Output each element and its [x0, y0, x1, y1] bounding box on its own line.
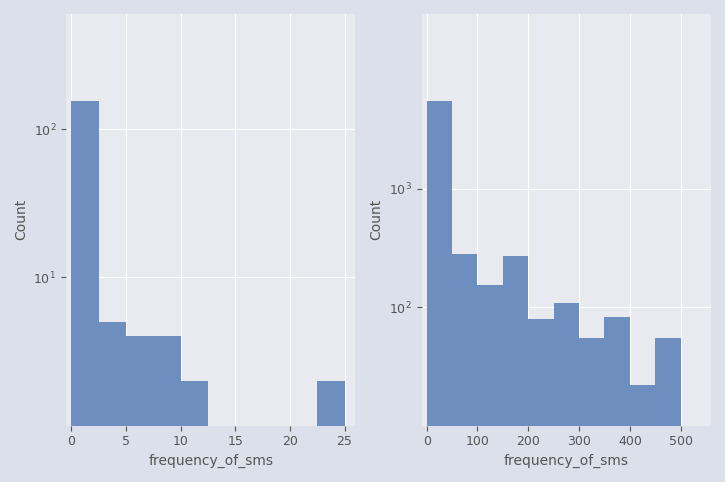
Bar: [579, 338, 605, 482]
Bar: [452, 254, 478, 482]
Bar: [99, 322, 126, 482]
Bar: [554, 303, 579, 482]
Bar: [503, 256, 529, 482]
X-axis label: frequency_of_sms: frequency_of_sms: [504, 454, 629, 468]
Bar: [126, 336, 154, 482]
Bar: [71, 101, 99, 482]
Bar: [181, 381, 208, 482]
Y-axis label: Count: Count: [14, 199, 28, 241]
Bar: [478, 285, 503, 482]
Bar: [154, 336, 181, 482]
Bar: [630, 385, 655, 482]
Y-axis label: Count: Count: [369, 199, 384, 241]
Bar: [426, 101, 452, 482]
X-axis label: frequency_of_sms: frequency_of_sms: [148, 454, 273, 468]
Bar: [318, 381, 344, 482]
Bar: [529, 319, 554, 482]
Bar: [605, 318, 630, 482]
Bar: [655, 338, 681, 482]
